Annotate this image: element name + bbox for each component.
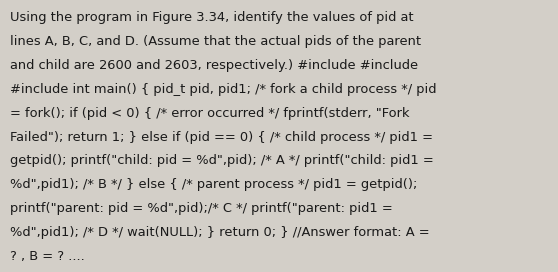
Text: ? , B = ? ....: ? , B = ? .... [10, 250, 85, 263]
Text: Failed"); return 1; } else if (pid == 0) { /* child process */ pid1 =: Failed"); return 1; } else if (pid == 0)… [10, 131, 433, 144]
Text: #include int main() { pid_t pid, pid1; /* fork a child process */ pid: #include int main() { pid_t pid, pid1; /… [10, 83, 436, 96]
Text: lines A, B, C, and D. (Assume that the actual pids of the parent: lines A, B, C, and D. (Assume that the a… [10, 35, 421, 48]
Text: %d",pid1); /* D */ wait(NULL); } return 0; } //Answer format: A =: %d",pid1); /* D */ wait(NULL); } return … [10, 226, 430, 239]
Text: Using the program in Figure 3.34, identify the values of pid at: Using the program in Figure 3.34, identi… [10, 11, 413, 24]
Text: printf("parent: pid = %d",pid);/* C */ printf("parent: pid1 =: printf("parent: pid = %d",pid);/* C */ p… [10, 202, 393, 215]
Text: %d",pid1); /* B */ } else { /* parent process */ pid1 = getpid();: %d",pid1); /* B */ } else { /* parent pr… [10, 178, 417, 191]
Text: getpid(); printf("child: pid = %d",pid); /* A */ printf("child: pid1 =: getpid(); printf("child: pid = %d",pid);… [10, 154, 434, 168]
Text: = fork(); if (pid < 0) { /* error occurred */ fprintf(stderr, "Fork: = fork(); if (pid < 0) { /* error occurr… [10, 107, 410, 120]
Text: and child are 2600 and 2603, respectively.) #include #include: and child are 2600 and 2603, respectivel… [10, 59, 418, 72]
